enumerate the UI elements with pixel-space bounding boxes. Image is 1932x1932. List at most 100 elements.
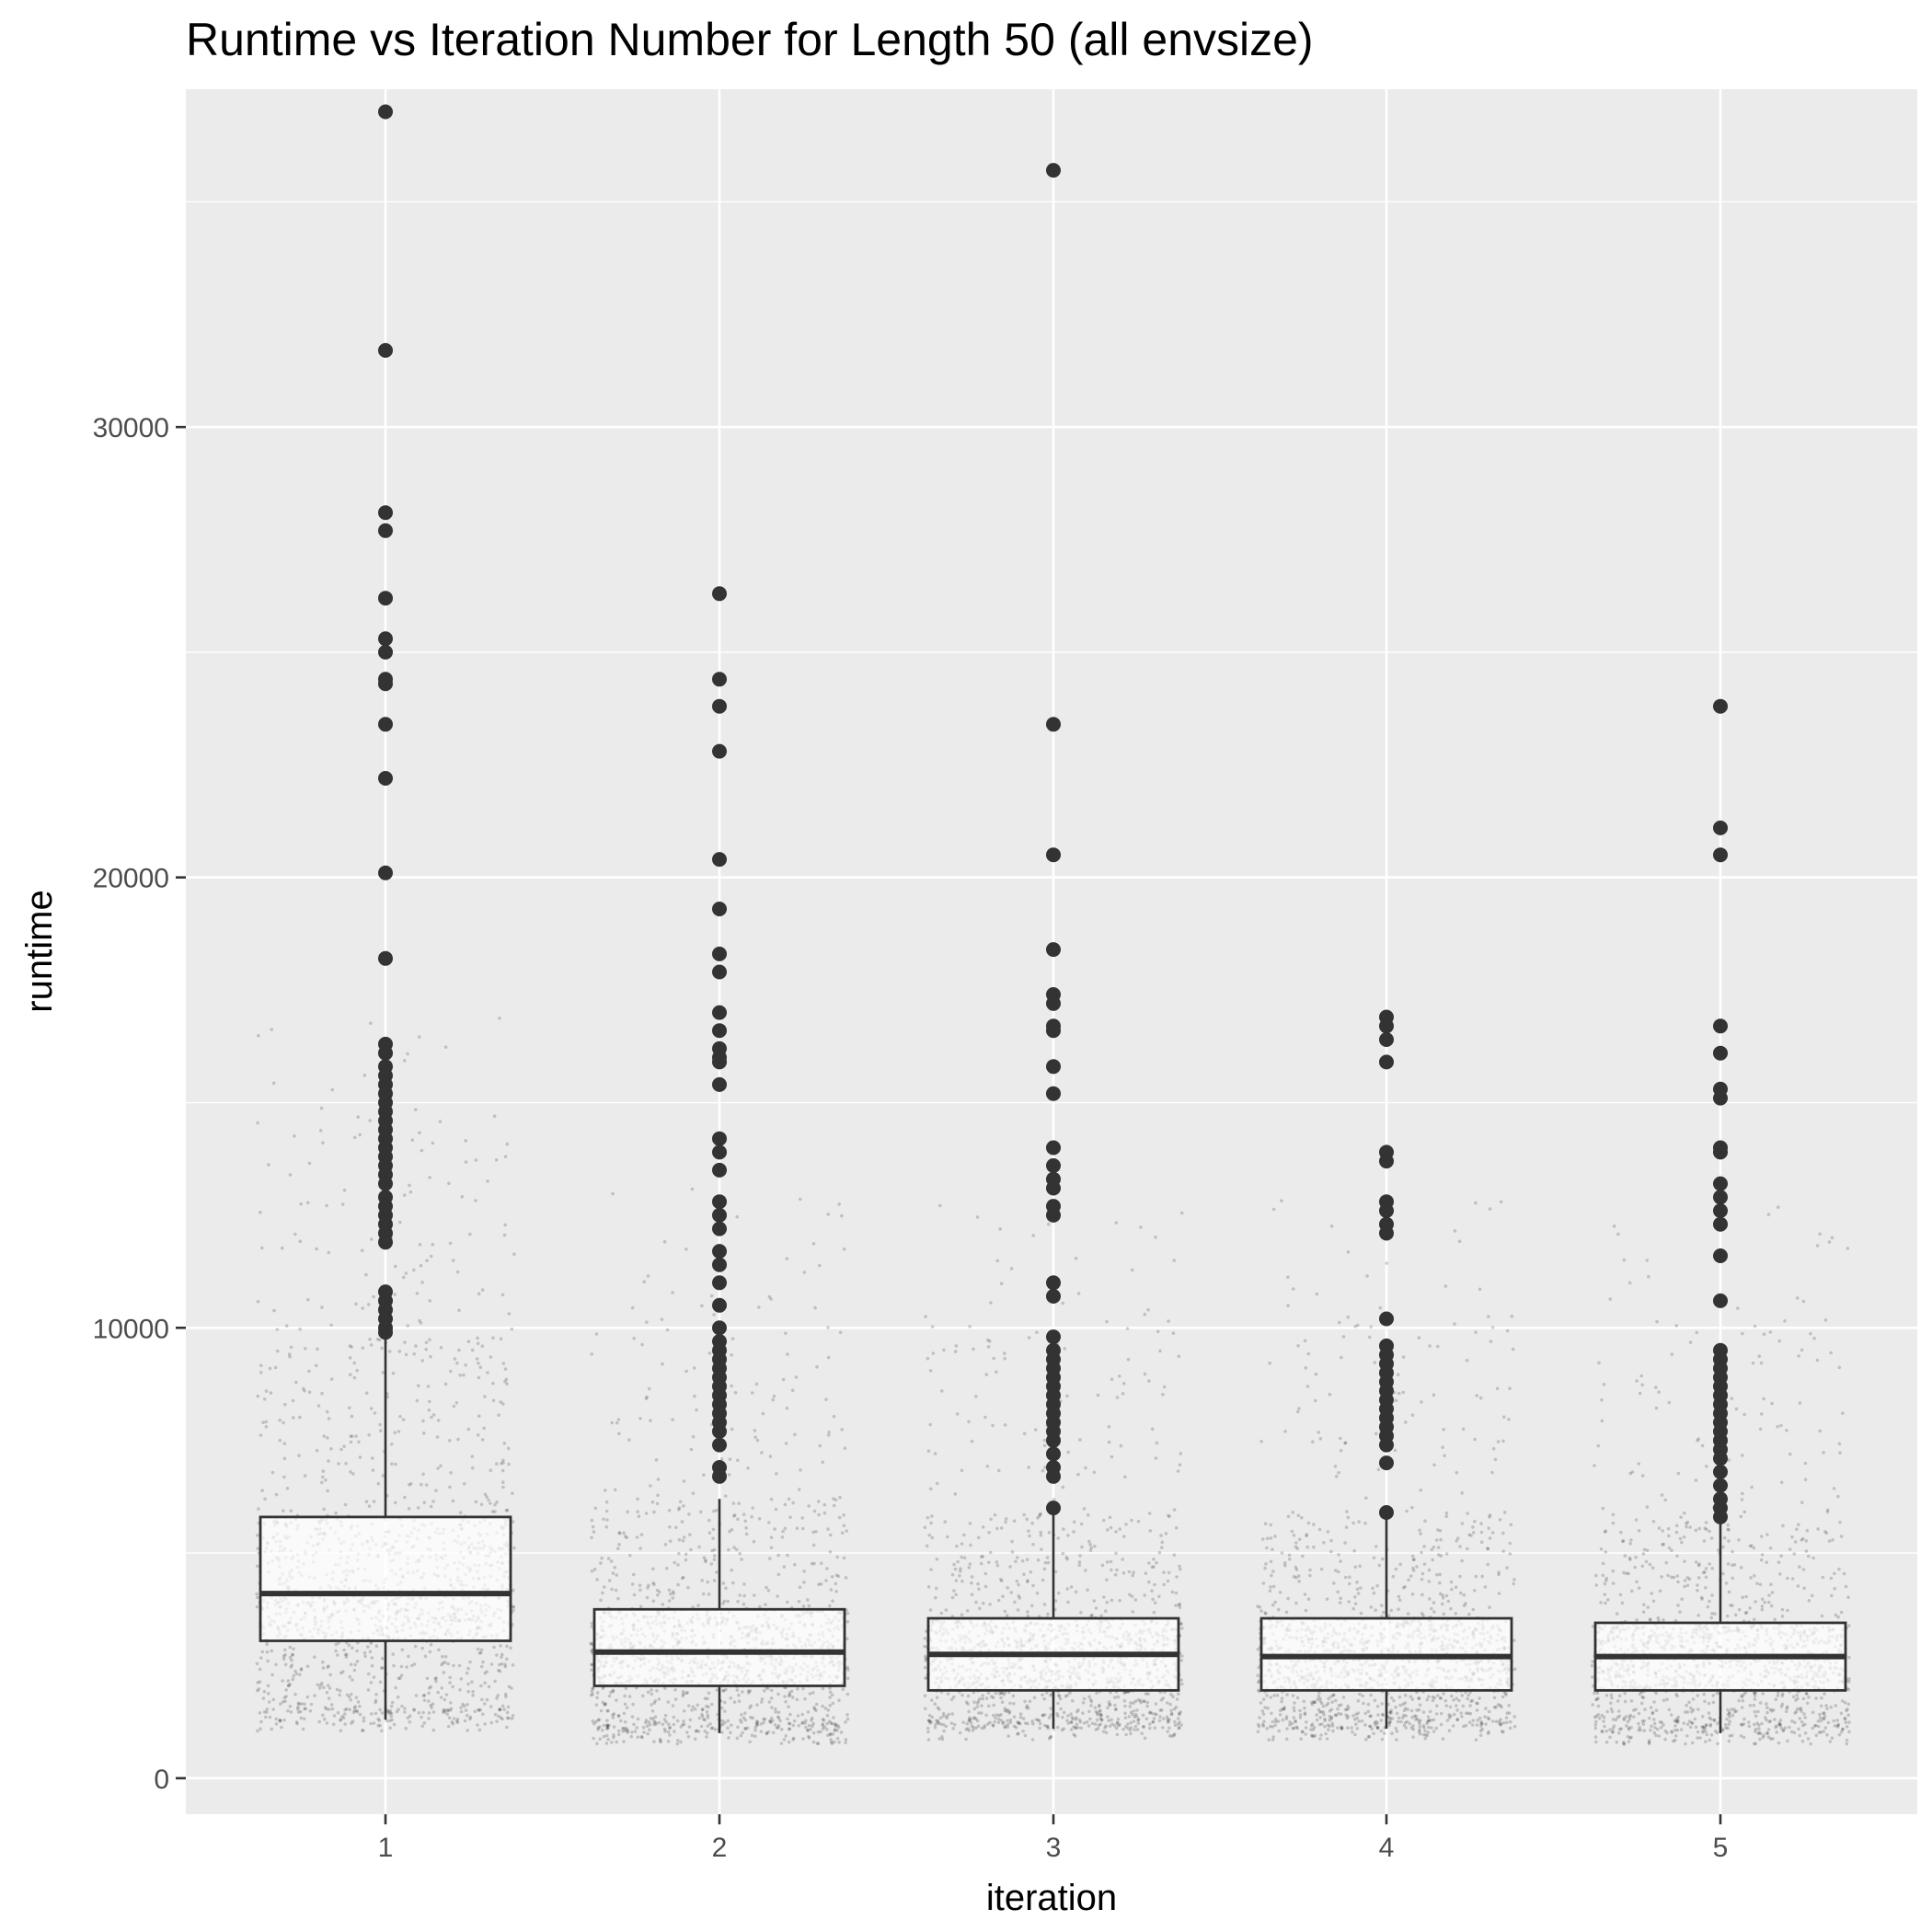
jitter-point [728, 1529, 731, 1534]
jitter-point [1430, 1719, 1433, 1722]
jitter-point [1074, 1590, 1078, 1594]
jitter-point [994, 1691, 998, 1696]
jitter-point [256, 1564, 259, 1569]
jitter-point [834, 1724, 838, 1729]
jitter-point [457, 1308, 461, 1312]
jitter-point [1068, 1691, 1072, 1696]
jitter-point [1461, 1704, 1466, 1708]
jitter-point [943, 1520, 947, 1524]
jitter-point [1087, 1709, 1091, 1714]
jitter-point [320, 1391, 324, 1396]
jitter-point [1288, 1720, 1292, 1724]
jitter-point [458, 1511, 463, 1514]
jitter-point [286, 1684, 291, 1688]
jitter-point [1030, 1521, 1034, 1525]
jitter-point [284, 1688, 288, 1692]
jitter-point [681, 1723, 684, 1727]
jitter-point [623, 1702, 627, 1707]
jitter-point [630, 1305, 635, 1310]
jitter-point [617, 1531, 621, 1535]
jitter-point [511, 1604, 515, 1609]
jitter-point [602, 1517, 605, 1521]
jitter-point [760, 1697, 765, 1701]
jitter-point [644, 1719, 649, 1722]
jitter-point [1133, 1724, 1138, 1729]
jitter-point [1265, 1694, 1269, 1697]
jitter-point [278, 1418, 282, 1422]
jitter-point [632, 1593, 637, 1597]
jitter-point [505, 1657, 509, 1662]
jitter-point [1321, 1710, 1326, 1714]
jitter-point [502, 1233, 507, 1237]
jitter-point [829, 1588, 834, 1592]
jitter-point [354, 1434, 358, 1438]
jitter-point [946, 1535, 949, 1539]
jitter-point [1094, 1606, 1098, 1610]
jitter-point [1394, 1726, 1398, 1731]
jitter-point [1397, 1716, 1401, 1720]
jitter-point [929, 1719, 934, 1724]
jitter-point [1497, 1719, 1501, 1723]
jitter-point [1040, 1547, 1043, 1551]
jitter-point [975, 1701, 980, 1705]
jitter-point [1172, 1508, 1177, 1512]
jitter-point [368, 1337, 372, 1341]
jitter-point [1315, 1713, 1318, 1717]
jitter-point [424, 1347, 429, 1351]
jitter-point [258, 1667, 262, 1672]
jitter-point [784, 1331, 788, 1336]
jitter-point [711, 1527, 716, 1532]
jitter-point [695, 1408, 698, 1412]
jitter-point [830, 1742, 834, 1745]
jitter-point [663, 1730, 667, 1733]
jitter-point [822, 1725, 827, 1729]
jitter-point [966, 1727, 970, 1731]
jitter-point [1175, 1697, 1179, 1701]
jitter-point [490, 1510, 495, 1513]
jitter-point [259, 1363, 263, 1368]
jitter-point [732, 1546, 736, 1549]
jitter-point [1417, 1696, 1420, 1700]
jitter-point [257, 1687, 261, 1691]
jitter-point [427, 1711, 431, 1715]
jitter-point [666, 1730, 671, 1734]
jitter-point [832, 1503, 836, 1508]
jitter-point [613, 1488, 617, 1492]
jitter-point [419, 1321, 423, 1325]
jitter-point [460, 1195, 465, 1199]
jitter-point [724, 1687, 728, 1692]
jitter-point [811, 1716, 814, 1720]
jitter-point [727, 1736, 730, 1740]
jitter-point [837, 1202, 841, 1206]
jitter-point [1072, 1530, 1075, 1534]
jitter-point [749, 1704, 753, 1708]
jitter-point [1107, 1440, 1111, 1444]
jitter-point [791, 1723, 796, 1728]
jitter-point [278, 1719, 282, 1723]
jitter-point [629, 1734, 634, 1739]
jitter-point [590, 1662, 593, 1667]
jitter-point [1041, 1713, 1045, 1718]
jitter-point [811, 1242, 816, 1246]
jitter-point [810, 1561, 814, 1566]
jitter-point [751, 1716, 755, 1720]
jitter-point [1060, 1728, 1064, 1732]
jitter-point [1282, 1708, 1286, 1711]
jitter-point [1003, 1351, 1006, 1355]
jitter-point [837, 1741, 841, 1744]
jitter-point [1129, 1701, 1133, 1705]
jitter-point [927, 1713, 932, 1718]
jitter-point [964, 1737, 968, 1742]
jitter-point [314, 1363, 318, 1368]
jitter-point [632, 1722, 636, 1727]
jitter-point [1389, 1708, 1394, 1712]
jitter-point [272, 1308, 276, 1313]
jitter-point [294, 1720, 299, 1724]
jitter-point [1167, 1319, 1170, 1323]
jitter-point [750, 1733, 754, 1738]
jitter-point [1098, 1708, 1102, 1712]
jitter-point [417, 1711, 421, 1715]
jitter-point [1061, 1301, 1065, 1305]
jitter-point [755, 1723, 760, 1727]
jitter-point [1041, 1578, 1045, 1582]
